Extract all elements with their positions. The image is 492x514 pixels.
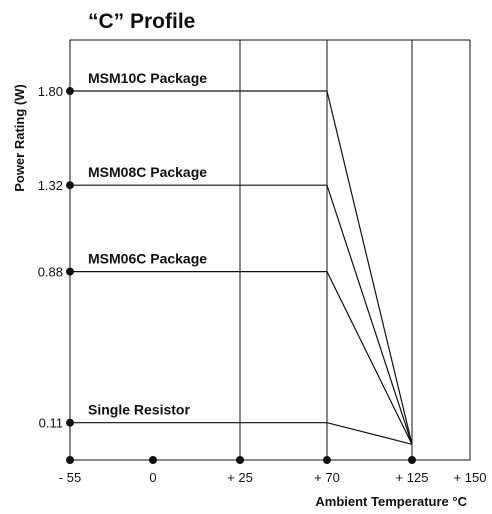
y-tick-label: 0.11 [39,416,63,431]
series-line [70,184,413,445]
grid-lines [239,40,413,460]
y-tick-marker [66,418,74,427]
x-tick-label: + 25 [227,470,253,485]
y-axis-label: Power Rating (W) [12,84,27,192]
series-line [70,271,413,445]
series-line [70,90,413,445]
x-tick-label: + 70 [314,470,340,485]
y-tick-marker [66,87,74,96]
x-axis-label: Ambient Temperature °C [315,494,467,509]
y-tick-label: 1.32 [38,178,63,193]
chart-title: “C” Profile [88,10,195,33]
y-tick-label: 1.80 [38,84,63,99]
series-labels: MSM10C Package MSM08C Package MSM06C Packa… [88,70,207,418]
y-tick-marker [66,181,74,190]
x-tick-label: 0 [149,470,156,485]
x-tick-label: - 55 [59,470,81,485]
x-tick-marker [408,456,416,464]
x-tick-marker [323,456,331,464]
x-tick-labels: - 55 0 + 25 + 70 + 125 + 150 [59,470,487,485]
series-label: MSM10C Package [88,70,207,86]
series-label: MSM08C Package [88,164,207,180]
series-lines [70,90,413,445]
x-tick-marker [236,456,244,464]
axis-markers [66,87,416,464]
y-tick-label: 0.88 [38,265,63,280]
y-tick-marker [66,267,74,276]
plot-frame [69,39,471,461]
x-tick-label: + 125 [396,470,429,485]
series-line [70,422,413,445]
series-label: MSM06C Package [88,251,207,267]
series-label: Single Resistor [88,402,190,418]
x-tick-label: + 150 [454,470,487,485]
y-tick-labels: 1.80 1.32 0.88 0.11 [38,84,63,431]
x-tick-marker [66,456,74,464]
x-tick-marker [149,456,157,464]
